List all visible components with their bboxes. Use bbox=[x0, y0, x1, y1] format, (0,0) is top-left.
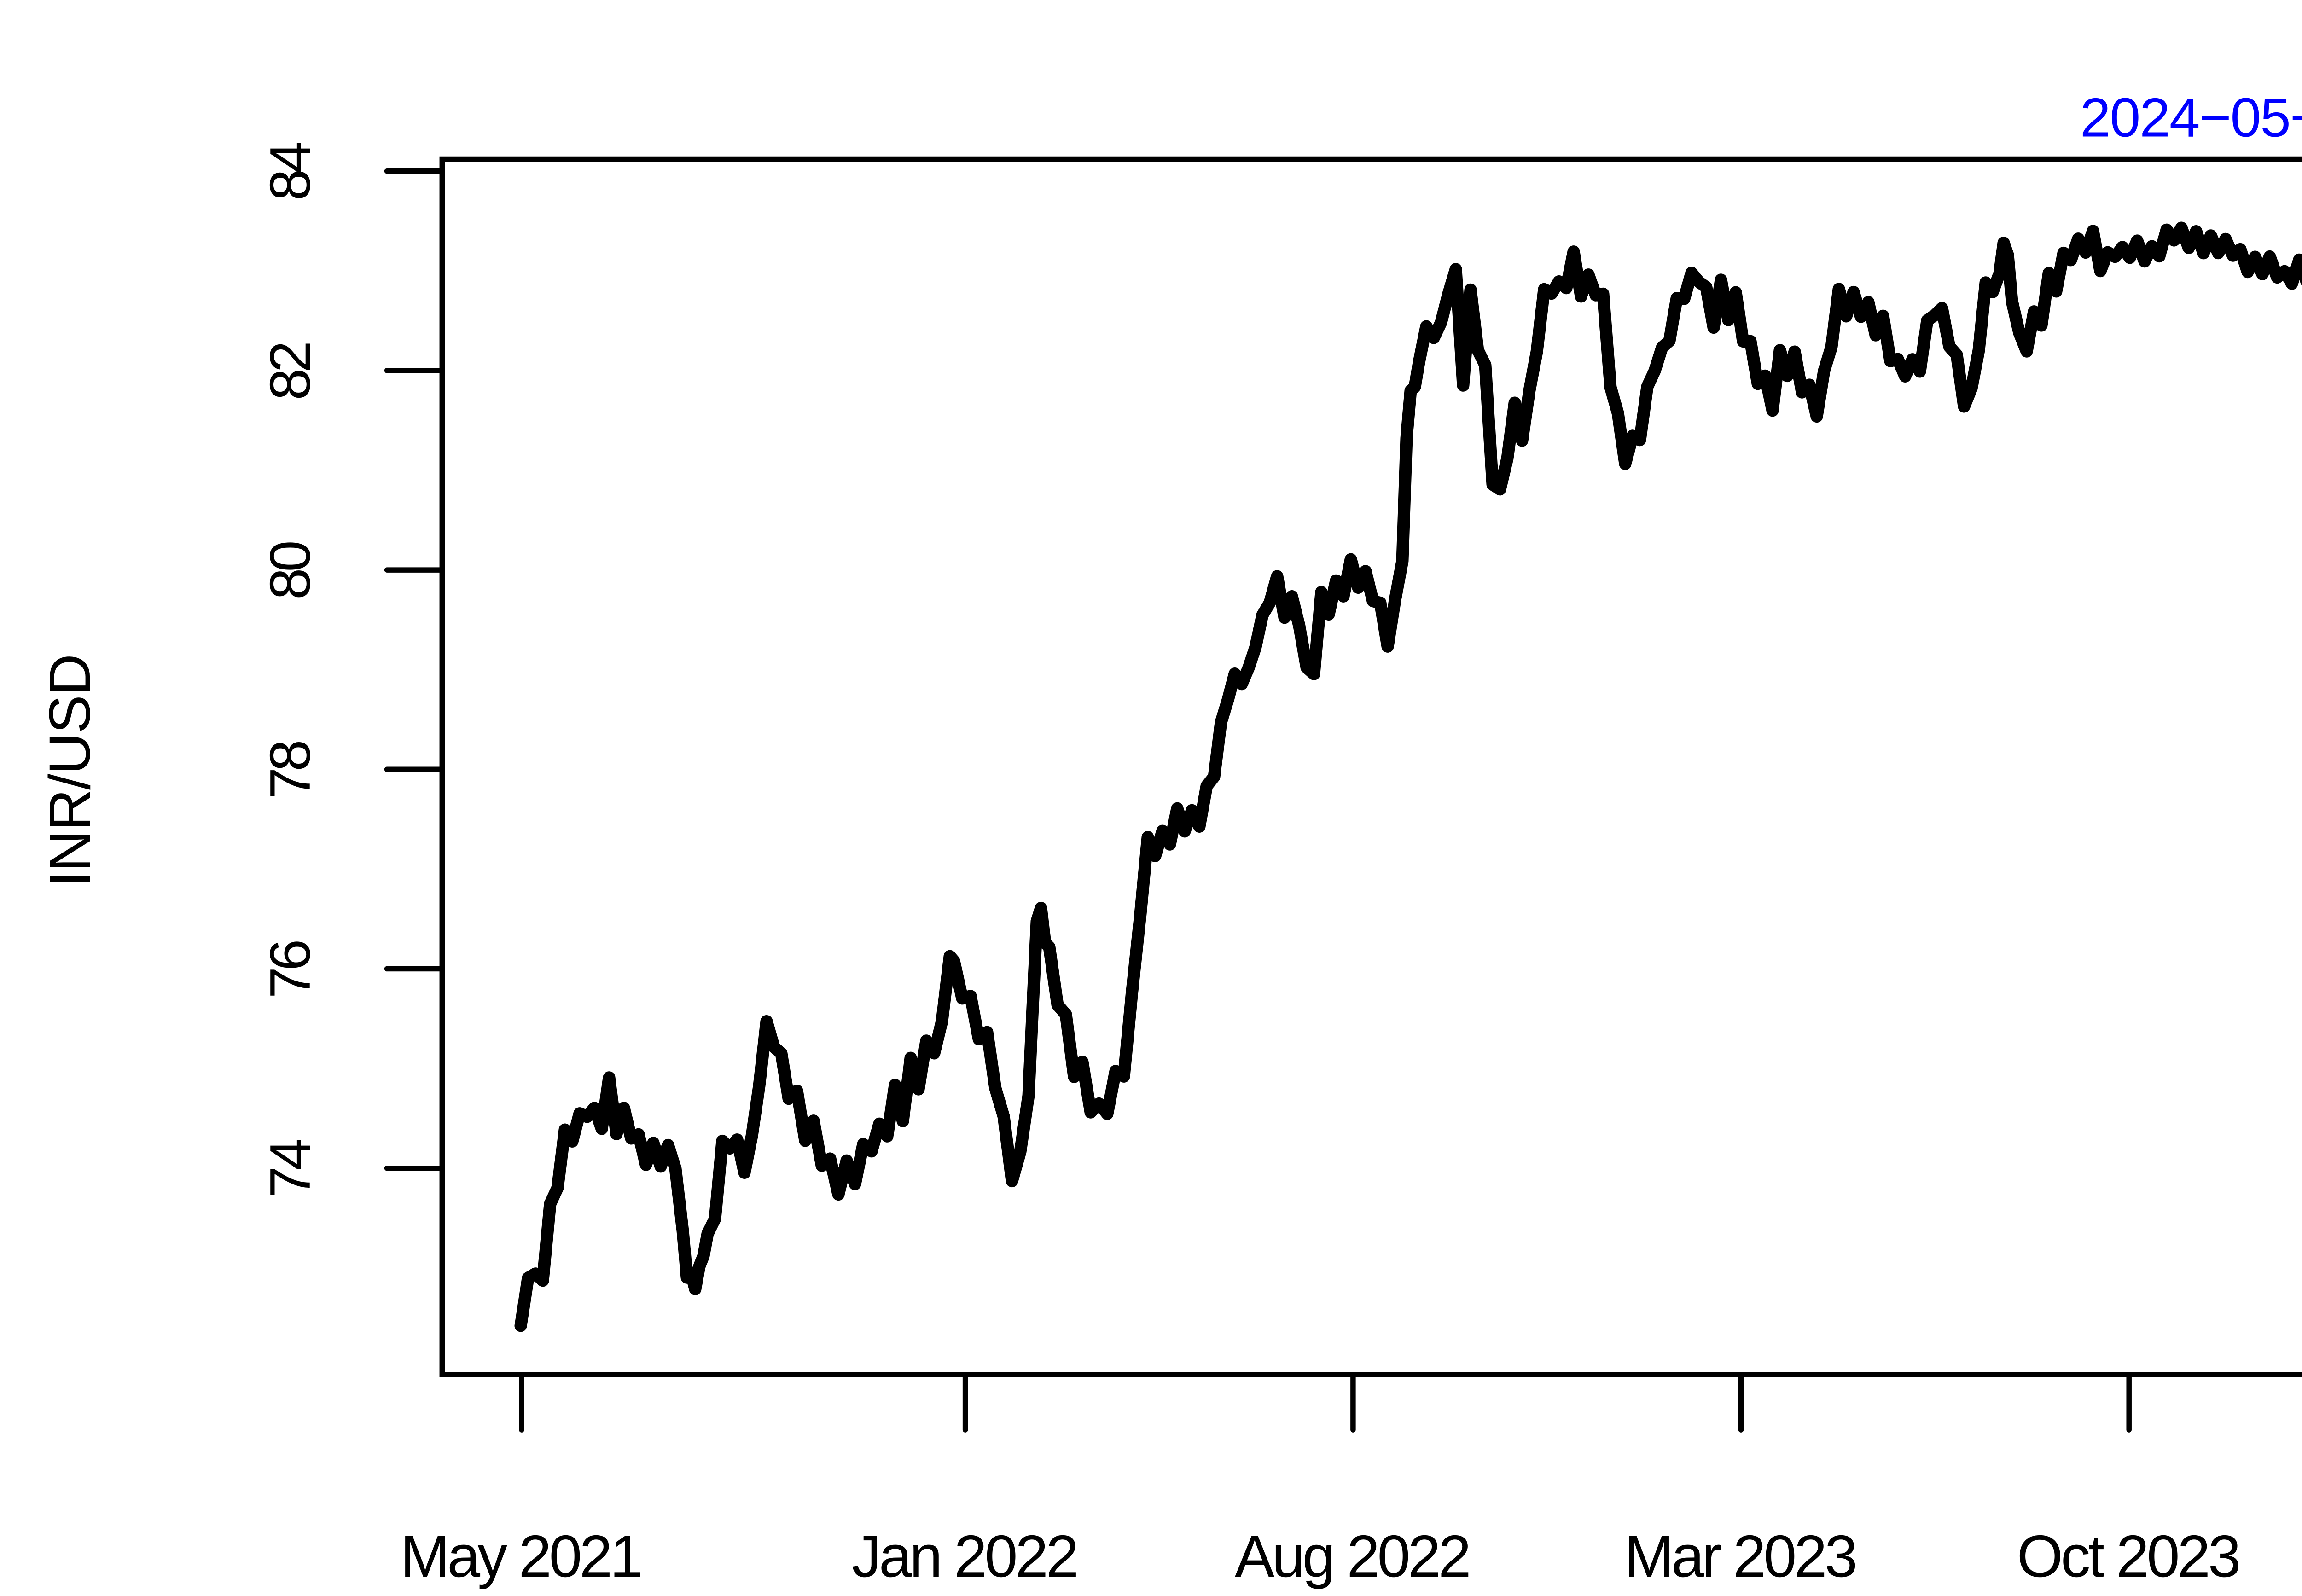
svg-text:Mar 2023: Mar 2023 bbox=[1624, 1523, 1858, 1590]
svg-text:82: 82 bbox=[259, 341, 322, 400]
svg-text:2024−05−20; 83.3: 2024−05−20; 83.3 bbox=[2080, 87, 2302, 149]
svg-text:84: 84 bbox=[259, 141, 322, 201]
svg-text:74: 74 bbox=[259, 1138, 322, 1198]
svg-text:Aug 2022: Aug 2022 bbox=[1235, 1523, 1471, 1590]
svg-text:INR/USD: INR/USD bbox=[37, 654, 102, 887]
svg-text:May 2021: May 2021 bbox=[401, 1523, 643, 1590]
svg-text:80: 80 bbox=[259, 540, 322, 600]
svg-text:Oct 2023: Oct 2023 bbox=[2017, 1523, 2241, 1590]
svg-text:76: 76 bbox=[259, 939, 322, 998]
svg-text:Jan 2022: Jan 2022 bbox=[852, 1523, 1079, 1590]
svg-text:78: 78 bbox=[259, 740, 322, 799]
